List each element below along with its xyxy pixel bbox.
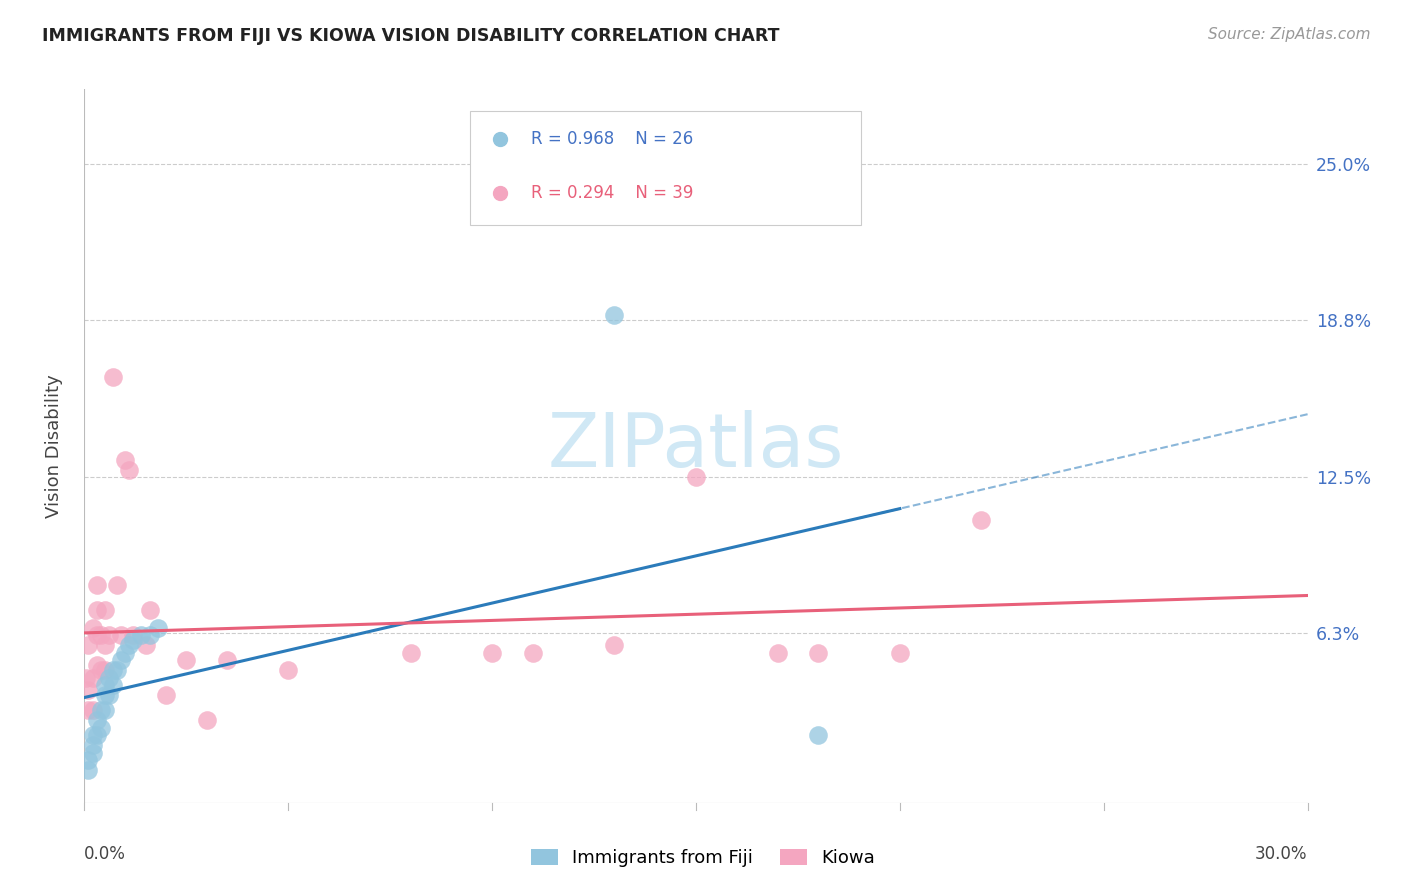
- Point: [481, 646, 503, 660]
- Text: ZIPatlas: ZIPatlas: [548, 409, 844, 483]
- Point: [118, 638, 141, 652]
- Point: [118, 463, 141, 477]
- Point: [138, 628, 160, 642]
- Point: [101, 370, 124, 384]
- Point: [86, 628, 108, 642]
- Point: [77, 638, 100, 652]
- Point: [93, 688, 117, 702]
- Point: [97, 628, 120, 642]
- Point: [86, 713, 108, 727]
- Point: [176, 653, 198, 667]
- Text: 0.0%: 0.0%: [84, 846, 127, 863]
- Point: [77, 683, 100, 698]
- Point: [93, 663, 117, 677]
- Point: [86, 603, 108, 617]
- Text: R = 0.294    N = 39: R = 0.294 N = 39: [531, 184, 693, 202]
- Point: [970, 513, 993, 527]
- Point: [110, 628, 132, 642]
- Point: [105, 578, 128, 592]
- Point: [155, 688, 177, 702]
- Point: [105, 663, 128, 677]
- Point: [77, 753, 100, 767]
- Point: [277, 663, 299, 677]
- Point: [90, 663, 112, 677]
- Text: Vision Disability: Vision Disability: [45, 374, 63, 518]
- Point: [146, 621, 169, 635]
- Point: [82, 728, 104, 742]
- Text: R = 0.968    N = 26: R = 0.968 N = 26: [531, 130, 693, 148]
- Point: [93, 703, 117, 717]
- Point: [807, 728, 830, 742]
- Point: [110, 653, 132, 667]
- Point: [766, 646, 789, 660]
- Point: [86, 578, 108, 592]
- Point: [603, 308, 626, 322]
- Point: [889, 646, 911, 660]
- Text: Source: ZipAtlas.com: Source: ZipAtlas.com: [1208, 27, 1371, 42]
- Point: [114, 646, 136, 660]
- Point: [82, 738, 104, 752]
- Point: [522, 646, 544, 660]
- Point: [101, 678, 124, 692]
- Point: [685, 470, 707, 484]
- Point: [75, 671, 97, 685]
- Text: IMMIGRANTS FROM FIJI VS KIOWA VISION DISABILITY CORRELATION CHART: IMMIGRANTS FROM FIJI VS KIOWA VISION DIS…: [42, 27, 780, 45]
- Point: [217, 653, 239, 667]
- Point: [399, 646, 422, 660]
- Point: [807, 646, 830, 660]
- Point: [77, 764, 100, 778]
- Point: [603, 638, 626, 652]
- Point: [93, 638, 117, 652]
- Point: [82, 671, 104, 685]
- Point: [90, 721, 112, 735]
- Point: [101, 663, 124, 677]
- Point: [82, 621, 104, 635]
- Point: [122, 633, 145, 648]
- Point: [82, 703, 104, 717]
- Point: [114, 452, 136, 467]
- Text: 30.0%: 30.0%: [1256, 846, 1308, 863]
- Point: [90, 628, 112, 642]
- Point: [82, 746, 104, 760]
- Point: [93, 603, 117, 617]
- Point: [97, 671, 120, 685]
- Point: [90, 703, 112, 717]
- Point: [86, 658, 108, 673]
- Point: [138, 603, 160, 617]
- Point: [86, 728, 108, 742]
- Point: [93, 678, 117, 692]
- Point: [122, 628, 145, 642]
- Point: [77, 703, 100, 717]
- Point: [97, 688, 120, 702]
- FancyBboxPatch shape: [470, 111, 860, 225]
- Point: [135, 638, 157, 652]
- Point: [195, 713, 218, 727]
- Legend: Immigrants from Fiji, Kiowa: Immigrants from Fiji, Kiowa: [523, 841, 883, 874]
- Point: [131, 628, 153, 642]
